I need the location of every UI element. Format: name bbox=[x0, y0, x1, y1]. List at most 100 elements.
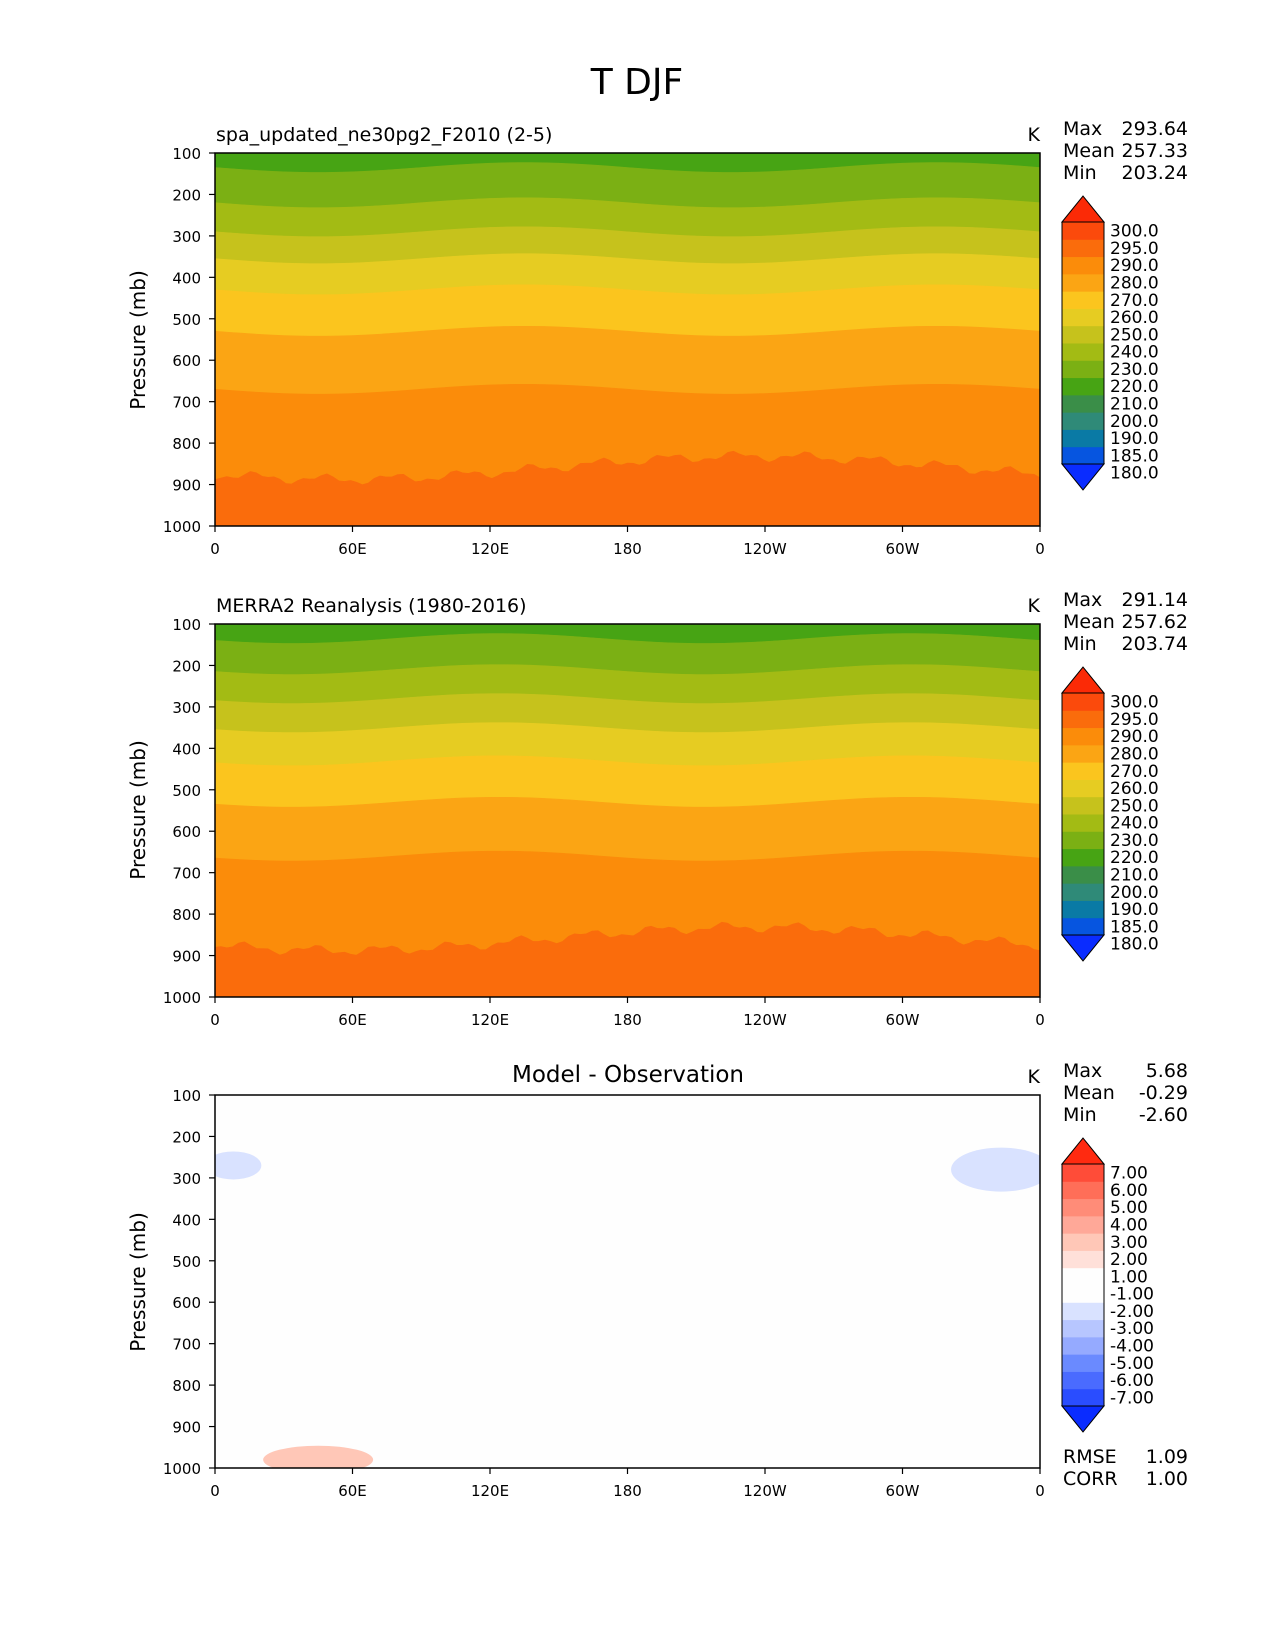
colorbar-swatch bbox=[1062, 1319, 1104, 1338]
colorbar-swatch bbox=[1062, 412, 1104, 430]
contour-field bbox=[215, 624, 1040, 997]
colorbar-swatch bbox=[1062, 325, 1104, 344]
colorbar-label: 240.0 bbox=[1110, 814, 1159, 834]
region-minus2-east bbox=[951, 1147, 1040, 1192]
units-label: K bbox=[1028, 595, 1041, 617]
y-tick-label: 1000 bbox=[163, 989, 201, 1007]
y-tick-label: 1000 bbox=[163, 518, 201, 536]
y-tick-label: 800 bbox=[172, 906, 201, 924]
y-axis: 100 200 300 400 500 600 700 800 900 1000 bbox=[163, 145, 215, 536]
x-tick-label: 120W bbox=[743, 1482, 787, 1500]
x-tick-label: 0 bbox=[210, 1482, 220, 1500]
y-tick-label: 300 bbox=[172, 1170, 201, 1188]
colorbar-label: -5.00 bbox=[1110, 1354, 1154, 1374]
colorbar-swatch bbox=[1062, 917, 1104, 936]
x-tick-label: 0 bbox=[1035, 1011, 1045, 1029]
panel-diff: Model - Observation K Max 5.68 Mean -0.2… bbox=[126, 1060, 1188, 1500]
colorbar-label: 240.0 bbox=[1110, 343, 1159, 363]
colorbar: 300.0295.0290.0280.0270.0260.0250.0240.0… bbox=[1060, 195, 1159, 491]
colorbar-label: 190.0 bbox=[1110, 429, 1159, 449]
y-tick-label: 100 bbox=[172, 616, 201, 634]
contour-band-290 bbox=[215, 450, 1040, 526]
colorbar-swatch bbox=[1062, 762, 1104, 780]
stat-value-min: 203.24 bbox=[1122, 162, 1188, 184]
y-tick-label: 900 bbox=[172, 477, 201, 495]
colorbar-label: 200.0 bbox=[1110, 883, 1159, 903]
colorbar-label: 300.0 bbox=[1110, 222, 1159, 242]
colorbar-swatch bbox=[1062, 883, 1104, 901]
contour-field bbox=[215, 153, 1040, 526]
stat-label-min: Min bbox=[1063, 1104, 1097, 1126]
colorbar-swatch bbox=[1062, 377, 1104, 396]
colorbar-swatch bbox=[1062, 796, 1104, 815]
x-tick-label: 120E bbox=[471, 540, 509, 558]
colorbar-swatch bbox=[1062, 1336, 1104, 1355]
colorbar-extend-bottom bbox=[1060, 463, 1106, 491]
colorbar-swatch bbox=[1062, 360, 1104, 379]
region-plus1-surface bbox=[215, 1428, 1040, 1468]
x-tick-label: 60W bbox=[886, 1482, 920, 1500]
colorbar-label: 210.0 bbox=[1110, 866, 1159, 886]
colorbar-swatch bbox=[1062, 1233, 1104, 1251]
y-tick-label: 200 bbox=[172, 657, 201, 675]
y-tick-label: 200 bbox=[172, 1128, 201, 1146]
colorbar-frame bbox=[1061, 221, 1105, 465]
colorbar-label: 220.0 bbox=[1110, 848, 1159, 868]
x-axis: 0 60E 120E 180 120W 60W 0 bbox=[210, 526, 1045, 558]
colorbar: 7.006.005.004.003.002.001.00-1.00-2.00-3… bbox=[1060, 1137, 1154, 1433]
panel-title: spa_updated_ne30pg2_F2010 (2-5) bbox=[216, 124, 552, 146]
region-minus2-west bbox=[215, 1151, 262, 1180]
stat-value-mean: 257.62 bbox=[1122, 611, 1188, 633]
stat-value-min: 203.74 bbox=[1122, 633, 1188, 655]
colorbar-label: -1.00 bbox=[1110, 1285, 1154, 1305]
colorbar-extend-top bbox=[1060, 195, 1106, 223]
colorbar-swatch bbox=[1062, 256, 1104, 275]
colorbar-swatch bbox=[1062, 900, 1104, 919]
y-tick-label: 300 bbox=[172, 228, 201, 246]
colorbar-label: 7.00 bbox=[1110, 1164, 1148, 1184]
x-tick-label: 60E bbox=[338, 1011, 367, 1029]
colorbar-swatch bbox=[1062, 727, 1104, 746]
colorbar-label: 270.0 bbox=[1110, 291, 1159, 311]
colorbar-swatch bbox=[1062, 1181, 1104, 1200]
x-axis: 0 60E 120E 180 120W 60W 0 bbox=[210, 1468, 1045, 1500]
x-tick-label: 180 bbox=[613, 1482, 642, 1500]
stat-label-max: Max bbox=[1063, 118, 1102, 140]
y-tick-label: 300 bbox=[172, 699, 201, 717]
y-tick-label: 800 bbox=[172, 1377, 201, 1395]
colorbar-extend-bottom bbox=[1060, 934, 1106, 962]
x-tick-label: 180 bbox=[613, 1011, 642, 1029]
stat-value-max: 291.14 bbox=[1122, 589, 1188, 611]
x-tick-label: 60W bbox=[886, 540, 920, 558]
y-tick-label: 900 bbox=[172, 1419, 201, 1437]
colorbar-label: 180.0 bbox=[1110, 464, 1159, 484]
y-tick-label: 700 bbox=[172, 1336, 201, 1354]
x-tick-label: 120E bbox=[471, 1011, 509, 1029]
stat-value-min: -2.60 bbox=[1139, 1104, 1188, 1126]
x-tick-label: 180 bbox=[613, 540, 642, 558]
y-tick-label: 500 bbox=[172, 311, 201, 329]
colorbar-frame bbox=[1061, 692, 1105, 936]
metric-label-corr: CORR bbox=[1063, 1468, 1118, 1490]
y-tick-label: 200 bbox=[172, 186, 201, 204]
colorbar-swatch bbox=[1062, 429, 1104, 448]
stat-value-max: 5.68 bbox=[1146, 1060, 1188, 1082]
x-tick-label: 0 bbox=[1035, 1482, 1045, 1500]
x-tick-label: 120W bbox=[743, 1011, 787, 1029]
colorbar-label: 300.0 bbox=[1110, 693, 1159, 713]
stat-value-mean: -0.29 bbox=[1139, 1082, 1188, 1104]
colorbar-swatch bbox=[1062, 1285, 1104, 1303]
colorbar-label: 250.0 bbox=[1110, 325, 1159, 345]
colorbar-swatch bbox=[1062, 1388, 1104, 1407]
colorbar-label: 295.0 bbox=[1110, 239, 1159, 259]
colorbar-label: 250.0 bbox=[1110, 796, 1159, 816]
x-axis: 0 60E 120E 180 120W 60W 0 bbox=[210, 997, 1045, 1029]
contour-band-290 bbox=[215, 921, 1040, 997]
colorbar-swatch bbox=[1062, 273, 1104, 292]
y-tick-label: 500 bbox=[172, 1253, 201, 1271]
metric-label-rmse: RMSE bbox=[1063, 1446, 1117, 1468]
x-tick-label: 120E bbox=[471, 1482, 509, 1500]
stat-label-max: Max bbox=[1063, 1060, 1102, 1082]
stat-label-min: Min bbox=[1063, 633, 1097, 655]
y-tick-label: 400 bbox=[172, 269, 201, 287]
